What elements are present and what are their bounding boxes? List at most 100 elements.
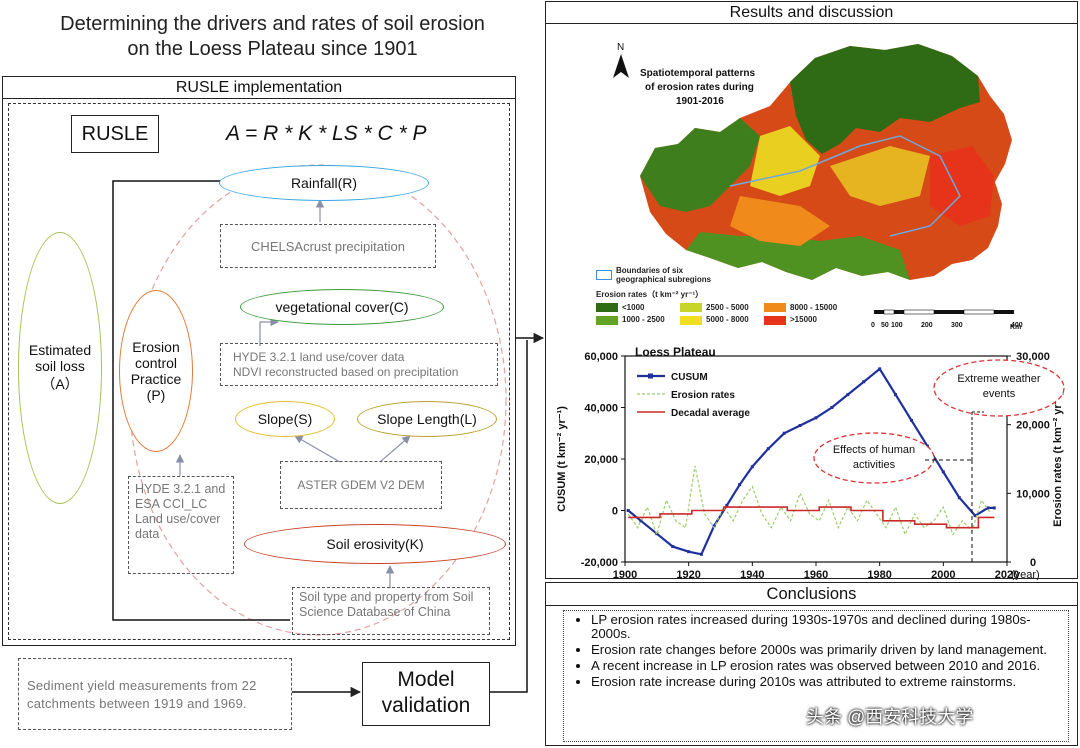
x-tick-label: 1900 xyxy=(613,569,637,580)
rusle-panel: RUSLE implementation xyxy=(2,76,516,646)
map-title-3: 1901-2016 xyxy=(676,96,724,107)
scale-label: 50 xyxy=(881,322,889,329)
conclusion-item: Erosion rate increase during 2010s was a… xyxy=(591,675,1068,689)
cusum-point xyxy=(639,519,643,523)
annotation-human-2: activities xyxy=(853,459,896,471)
cusum-point xyxy=(894,393,898,397)
hyde-esa-label: HYDE 3.2.1 and ESA CCI_LC Land use/cover… xyxy=(135,482,226,541)
x-tick-label: 1920 xyxy=(676,569,700,580)
estimated-soil-loss-label: Estimated soil loss （A） xyxy=(28,342,92,392)
practice-ellipse: Erosion control Practice (P) xyxy=(119,290,193,452)
slope-length-label: Slope Length(L) xyxy=(377,411,477,427)
legend-label: 2500 - 5000 xyxy=(706,303,749,312)
map-shape-orange xyxy=(730,196,830,246)
cusum-point xyxy=(712,524,716,528)
annotation-human: Effects of human xyxy=(833,444,915,456)
legend-grid: <1000 2500 - 5000 8000 - 15000 1000 - 2500 5… xyxy=(596,303,846,325)
rainfall-label: Rainfall(R) xyxy=(290,175,358,191)
legend-marker xyxy=(648,373,653,379)
y2-tick-label: 20,000 xyxy=(1016,420,1050,432)
cusum-point xyxy=(671,545,675,549)
scale-label: 300 xyxy=(951,322,963,329)
legend-item: 8000 - 15000 xyxy=(764,303,848,313)
map-shape-north xyxy=(790,44,980,154)
map-title-2: of erosion rates during xyxy=(645,82,754,93)
chelsa-box: CHELSAcrust precipitation xyxy=(220,224,436,268)
y2-tick-label: 30,000 xyxy=(1016,351,1050,363)
hyde-box: HYDE 3.2.1 land use/cover data NDVI reco… xyxy=(220,343,498,386)
y2-axis-label: Erosion rates (t km⁻² yr⁻¹) xyxy=(1052,391,1064,527)
map-legend: Boundaries of six geographical subregion… xyxy=(596,266,846,325)
y2-tick-label: 0 xyxy=(1030,557,1036,569)
rusle-inner-dashed xyxy=(8,103,510,640)
legend-swatch xyxy=(596,315,618,325)
map-shape-west xyxy=(640,118,760,212)
rusle-label: RUSLE xyxy=(81,122,149,145)
cusum-point xyxy=(878,367,882,371)
bracket-line xyxy=(112,180,290,621)
y2-tick-label: 10,000 xyxy=(1016,488,1050,500)
x-tick-label: 1980 xyxy=(867,569,891,580)
legend-item: <1000 xyxy=(596,303,680,313)
scale-unit: Km xyxy=(1010,324,1021,331)
legend-item: >15000 xyxy=(764,315,848,325)
boundary-label-1: Boundaries of six xyxy=(616,266,684,275)
sediment-label: Sediment yield measurements from 22 catc… xyxy=(27,678,257,711)
page-title: Determining the drivers and rates of soi… xyxy=(0,12,545,62)
annotation-weather-2: events xyxy=(983,388,1016,400)
soil-k-label: Soil erosivity(K) xyxy=(326,536,424,552)
conclusions-list-box: LP erosion rates increased during 1930s-… xyxy=(563,610,1069,742)
slope-length-ellipse: Slope Length(L) xyxy=(357,401,497,437)
cusum-point xyxy=(699,552,703,556)
arrow-aster-slope xyxy=(294,435,341,463)
cusum-point xyxy=(626,509,630,512)
conclusion-item: A recent increase in LP erosion rates wa… xyxy=(591,659,1068,673)
scale-labels: 0 50 100 200 300 400 xyxy=(871,322,1023,329)
map-river xyxy=(729,135,961,237)
hyde-line-1: HYDE 3.2.1 land use/cover data xyxy=(233,350,405,364)
legend-swatch xyxy=(764,303,786,313)
x-tick-label: 2000 xyxy=(931,569,955,580)
map-shape-red-east xyxy=(930,146,994,226)
legend-swatch xyxy=(764,315,786,325)
chelsa-label: CHELSAcrust precipitation xyxy=(251,238,405,254)
factors-ellipse xyxy=(129,164,507,636)
annotation-weather-ellipse xyxy=(933,359,1065,417)
validation-box: Model validation xyxy=(362,662,490,726)
cusum-point xyxy=(992,506,996,510)
y-tick-label: 20,000 xyxy=(584,454,618,466)
annotation-weather: Extreme weather xyxy=(957,373,1040,385)
legend-item: 2500 - 5000 xyxy=(680,303,764,313)
conclusion-item: Erosion rate changes before 2000s was pr… xyxy=(591,643,1068,657)
scale-bar xyxy=(874,310,1014,314)
cusum-point xyxy=(925,444,929,448)
scale-label: 0 xyxy=(871,322,875,329)
legend-label: >15000 xyxy=(790,315,817,325)
chart-title: Loess Plateau xyxy=(635,345,716,359)
x-axis-label: (year) xyxy=(1011,569,1040,580)
map-shape-yellow xyxy=(830,146,930,206)
legend-swatch xyxy=(596,303,618,313)
series-line xyxy=(628,506,995,529)
cusum-point xyxy=(973,514,977,518)
legend-swatch xyxy=(680,315,702,325)
rusle-formula: A = R * K * LS * C * P xyxy=(226,122,427,145)
veg-ellipse: vegetational cover(C) xyxy=(240,289,444,325)
cusum-point xyxy=(750,465,754,469)
map-title-1: Spatiotemporal patterns xyxy=(640,68,755,79)
conclusions-panel: Conclusions LP erosion rates increased d… xyxy=(545,582,1078,746)
veg-label: vegetational cover(C) xyxy=(275,299,409,315)
title-line-2: on the Loess Plateau since 1901 xyxy=(127,38,418,60)
y-tick-label: -20,000 xyxy=(581,557,618,569)
results-header: Results and discussion xyxy=(546,2,1077,24)
chart-legend-label: Decadal average xyxy=(671,408,750,419)
cusum-point xyxy=(862,380,866,384)
scale-label: 200 xyxy=(921,322,933,329)
legend-label: <1000 xyxy=(622,303,645,312)
chart-legend-label: CUSUM xyxy=(671,372,708,383)
cusum-point xyxy=(725,503,729,507)
title-line-1: Determining the drivers and rates of soi… xyxy=(60,13,485,35)
cusum-point xyxy=(738,483,742,487)
x-tick-label: 1960 xyxy=(804,569,828,580)
annotation-human-ellipse xyxy=(813,432,935,484)
